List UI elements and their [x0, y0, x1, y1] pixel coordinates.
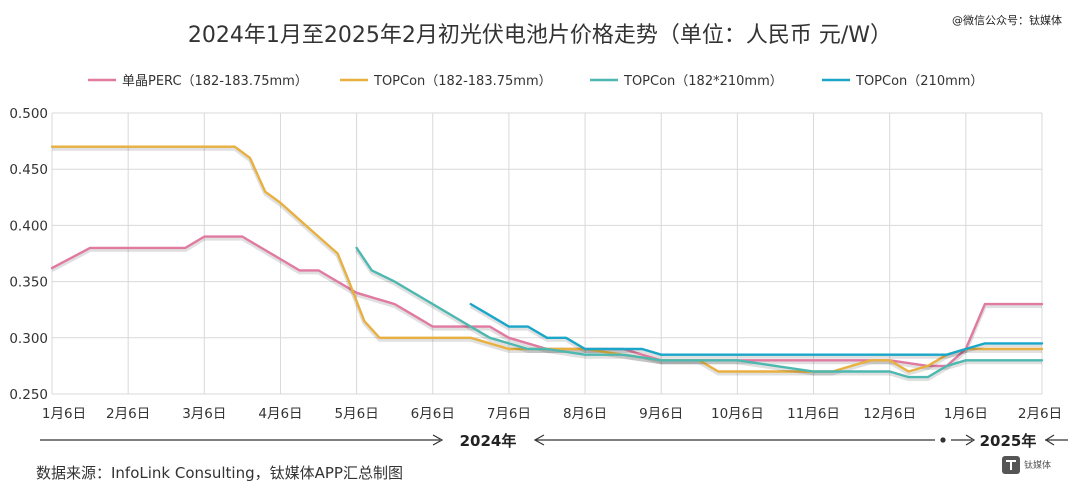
x-tick-label: 2月6日 [1018, 406, 1062, 422]
series-line-1 [50, 145, 1044, 373]
arrowhead-icon [1044, 434, 1055, 446]
y-tick-label: 0.500 [9, 106, 48, 122]
series-line-3 [469, 302, 1044, 356]
x-tick-label: 2月6日 [106, 406, 150, 422]
source-note: 数据来源：InfoLink Consulting，钛媒体APP汇总制图 [36, 464, 403, 482]
legend: 单晶PERC（182-183.75mm） TOPCon（182-183.75mm）… [88, 74, 983, 89]
series-line-2 [355, 246, 1044, 379]
x-tick-label: 12月6日 [863, 406, 916, 422]
legend-label: TOPCon（182-183.75mm） [373, 74, 552, 89]
series-shadow [469, 304, 1042, 359]
timeline-dot [940, 437, 946, 443]
series-line-0 [50, 235, 1044, 368]
year-label-2025: 2025年 [980, 432, 1037, 450]
chart-title: 2024年1月至2025年2月初光伏电池片价格走势（单位：人民币 元/W） [188, 23, 892, 48]
x-tick-label: 11月6日 [787, 406, 840, 422]
x-tick-label: 6月6日 [411, 406, 455, 422]
x-tick-label: 7月6日 [487, 406, 531, 422]
y-tick-label: 0.400 [9, 218, 48, 234]
x-tick-label: 8月6日 [563, 406, 607, 422]
x-tick-label: 5月6日 [335, 406, 379, 422]
x-tick-label: 1月6日 [42, 406, 86, 422]
series-shadow [51, 236, 1042, 370]
logo-text: 钛媒体 [1024, 459, 1051, 471]
x-tick-label: 9月6日 [639, 406, 683, 422]
watermark: @微信公众号：钛媒体 [952, 13, 1062, 27]
x-tick-label: 3月6日 [182, 406, 226, 422]
legend-label: TOPCon（182*210mm） [623, 74, 783, 89]
y-tick-label: 0.250 [9, 387, 48, 403]
x-tick-label: 4月6日 [258, 406, 302, 422]
series-lines [50, 145, 1044, 382]
x-tick-label: 10月6日 [711, 406, 764, 422]
year-timeline: 2024年 2025年 [40, 432, 1068, 450]
y-tick-label: 0.300 [9, 331, 48, 347]
y-tick-label: 0.350 [9, 275, 48, 291]
x-tick-label: 1月6日 [944, 406, 988, 422]
year-label-2024: 2024年 [460, 432, 517, 450]
legend-label: 单晶PERC（182-183.75mm） [122, 74, 308, 89]
logo: 钛媒体 [1002, 456, 1051, 474]
logo-t-icon [1006, 460, 1016, 470]
legend-label: TOPCon（210mm） [855, 74, 983, 89]
x-axis: 1月6日 2月6日 3月6日 4月6日 5月6日 6月6日 7月6日 8月6日 9月6日 10月6… [42, 406, 1062, 422]
y-tick-label: 0.450 [9, 162, 48, 178]
y-axis: 0.250 0.300 0.350 0.400 0.450 0.500 [9, 106, 48, 403]
arrowhead-icon [965, 434, 976, 446]
series-shadow [354, 248, 1042, 382]
arrowhead-icon [432, 434, 444, 446]
arrowhead-icon [533, 434, 545, 446]
